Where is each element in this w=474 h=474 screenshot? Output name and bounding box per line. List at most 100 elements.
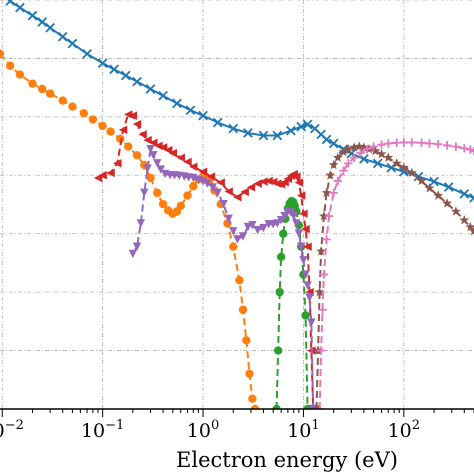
data-point <box>143 135 152 145</box>
data-point <box>202 179 212 188</box>
data-point <box>349 153 359 162</box>
data-point <box>149 138 158 147</box>
data-point <box>140 188 149 198</box>
data-point <box>296 121 307 132</box>
data-point <box>238 232 248 241</box>
data-point <box>301 270 310 279</box>
data-point <box>132 119 142 129</box>
data-point <box>189 182 198 191</box>
data-point <box>206 172 216 181</box>
data-point <box>106 168 115 178</box>
data-point <box>399 138 409 147</box>
data-point <box>15 2 25 13</box>
data-point <box>172 98 182 109</box>
data-point <box>124 142 133 151</box>
data-point <box>240 187 249 197</box>
data-point <box>321 187 332 198</box>
x-axis-label: Electron energy (eV) <box>176 448 398 472</box>
data-point <box>339 166 348 175</box>
data-point <box>296 242 306 251</box>
data-point <box>67 38 78 49</box>
data-point <box>132 242 142 251</box>
data-point <box>248 220 257 230</box>
data-point <box>15 70 25 79</box>
data-point <box>299 209 308 218</box>
data-point <box>429 176 439 187</box>
data-point <box>333 176 343 186</box>
series-5 <box>128 144 318 409</box>
data-point <box>37 84 47 94</box>
data-point <box>176 201 185 211</box>
data-point <box>149 151 158 160</box>
data-point <box>329 188 338 198</box>
data-point <box>434 140 443 149</box>
data-point <box>82 48 92 59</box>
data-point <box>198 167 208 176</box>
data-point <box>164 145 173 155</box>
data-point <box>292 219 301 228</box>
data-point <box>305 293 314 303</box>
data-point <box>228 123 239 134</box>
data-point <box>216 178 225 187</box>
series-6 <box>311 141 474 409</box>
data-point <box>27 10 38 21</box>
data-point <box>185 105 196 116</box>
data-point <box>451 142 461 151</box>
data-point <box>183 157 192 167</box>
data-point <box>292 172 301 181</box>
data-point <box>116 134 125 144</box>
data-point <box>243 128 253 138</box>
data-point <box>356 148 365 158</box>
data-point <box>273 346 283 355</box>
data-point <box>406 167 417 178</box>
data-point <box>45 89 55 98</box>
data-point <box>246 183 256 192</box>
data-point <box>322 235 331 244</box>
data-point <box>138 130 147 139</box>
data-point <box>460 144 469 153</box>
series-line <box>97 113 315 409</box>
data-point <box>459 215 470 225</box>
x-tick-label: 100 <box>187 418 219 442</box>
data-point <box>294 178 304 187</box>
data-point <box>315 404 324 409</box>
data-point <box>146 173 155 183</box>
data-point <box>391 158 402 168</box>
data-point <box>450 206 461 216</box>
data-point <box>132 76 142 87</box>
data-point <box>316 246 327 256</box>
data-point <box>258 130 269 141</box>
data-point <box>156 165 166 174</box>
data-point <box>469 226 474 236</box>
data-point <box>398 162 409 172</box>
data-point <box>109 64 119 75</box>
data-point <box>424 183 435 193</box>
data-point <box>97 58 108 68</box>
data-point <box>213 188 222 198</box>
data-point <box>273 179 282 188</box>
data-point <box>307 318 316 327</box>
data-point <box>136 219 146 228</box>
data-point <box>314 286 325 297</box>
data-point <box>168 148 178 158</box>
data-point <box>289 211 298 221</box>
data-point <box>343 143 354 154</box>
data-point <box>358 142 369 152</box>
data-point <box>128 111 138 120</box>
series-line <box>131 148 315 409</box>
data-point <box>407 138 416 147</box>
data-point <box>425 139 434 148</box>
data-point <box>233 235 242 244</box>
data-point <box>318 305 327 314</box>
data-point <box>0 49 5 59</box>
data-point <box>354 141 365 151</box>
data-point <box>301 224 310 234</box>
data-point <box>276 216 286 225</box>
data-point <box>280 211 289 221</box>
data-point <box>229 242 238 251</box>
data-point <box>259 223 268 233</box>
data-point <box>146 144 155 154</box>
data-point <box>272 404 281 409</box>
data-point <box>433 190 444 200</box>
data-point <box>224 187 233 196</box>
